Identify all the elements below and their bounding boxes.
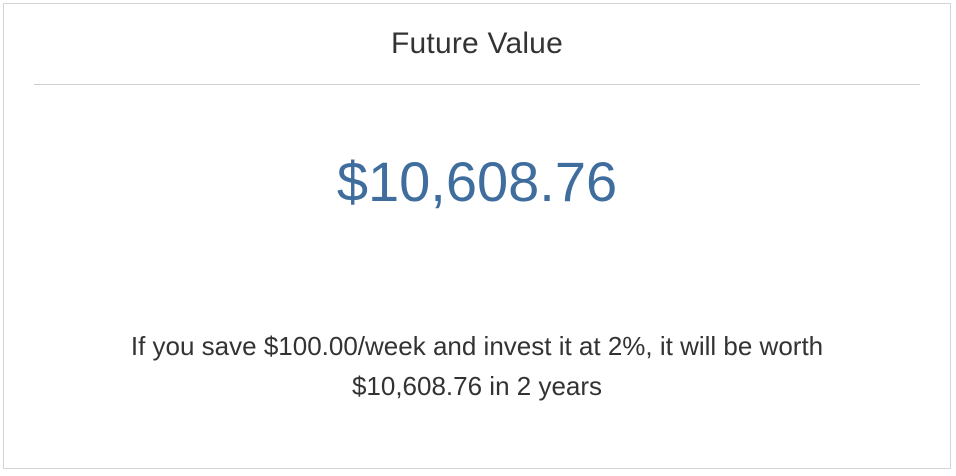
card-header: Future Value [34,4,920,85]
result-description: If you save $100.00/week and invest it a… [130,331,824,401]
future-value-card: Future Value $10,608.76 If you save $100… [3,3,951,469]
card-title: Future Value [391,27,563,60]
future-value-amount: $10,608.76 [336,150,618,213]
